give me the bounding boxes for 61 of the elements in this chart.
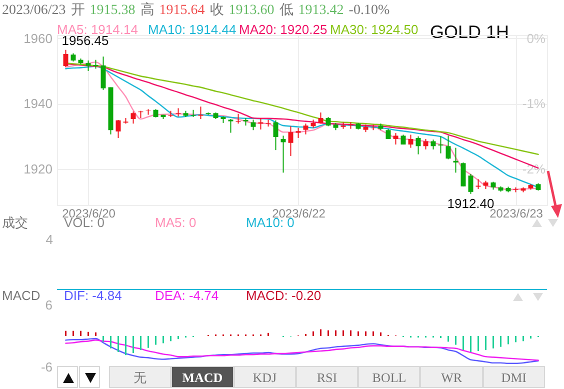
candlestick — [318, 112, 324, 124]
candlestick — [393, 132, 398, 146]
text: RSI — [296, 366, 358, 388]
text: WR — [420, 366, 483, 388]
text: DEA: -4.74 — [155, 288, 220, 304]
candlestick — [228, 118, 234, 134]
text: 1915.64 — [159, 3, 205, 19]
candlestick — [468, 173, 474, 194]
candlestick — [326, 116, 331, 127]
candlestick — [288, 126, 294, 156]
text: 成交 — [2, 215, 29, 231]
text: 高 — [140, 3, 154, 19]
text: 1915.38 — [90, 3, 136, 19]
text: KDJ — [234, 366, 296, 388]
text: 无 — [109, 366, 172, 388]
text: MACD — [171, 366, 234, 388]
candlestick — [296, 127, 301, 138]
candlestick — [303, 123, 308, 135]
candlestick — [280, 135, 286, 174]
candlestick — [63, 49, 68, 68]
candlestick — [460, 162, 466, 187]
text: DIF: -4.84 — [64, 288, 123, 304]
candlestick — [446, 135, 451, 160]
text: MA30: 1924.50 — [330, 22, 420, 38]
candlestick — [386, 128, 391, 140]
candlestick — [430, 139, 436, 150]
candlestick — [86, 60, 91, 72]
text: -0.10% — [348, 3, 390, 19]
y-tick-label: 1960 — [24, 30, 52, 46]
text: MA10: 1914.44 — [148, 22, 238, 38]
y-tick-label: -6 — [40, 360, 52, 374]
candlestick — [408, 134, 414, 148]
text: 2023/06/23 — [2, 3, 66, 19]
y-tick-label: 1920 — [24, 162, 52, 177]
candlestick — [198, 106, 204, 120]
candlestick — [250, 119, 256, 131]
candlestick — [423, 138, 428, 150]
text: 收 — [210, 3, 224, 19]
candlestick — [476, 178, 481, 190]
text: 1913.60 — [228, 3, 274, 19]
candlestick — [438, 136, 444, 154]
y-tick-label: 1940 — [24, 96, 52, 112]
text: MA20: 1920.25 — [239, 22, 328, 38]
text: 4 — [44, 232, 53, 248]
candlestick — [273, 120, 278, 151]
y-tick-label: 6 — [45, 298, 52, 312]
candlestick — [100, 56, 106, 90]
text: MACD: -0.20 — [246, 288, 322, 304]
candlestick — [146, 108, 151, 116]
text: 1913.42 — [298, 3, 344, 19]
candlestick — [116, 120, 121, 138]
text: 开 — [70, 3, 85, 19]
text: 低 — [279, 3, 294, 19]
text: DMI — [482, 366, 545, 388]
candlestick — [176, 108, 181, 117]
candlestick — [130, 111, 136, 124]
chart-title: MACD — [2, 288, 40, 303]
candlestick — [416, 136, 421, 155]
text: BOLL — [358, 366, 420, 388]
candlestick — [453, 147, 458, 174]
text: MA5: 0 — [155, 215, 198, 231]
